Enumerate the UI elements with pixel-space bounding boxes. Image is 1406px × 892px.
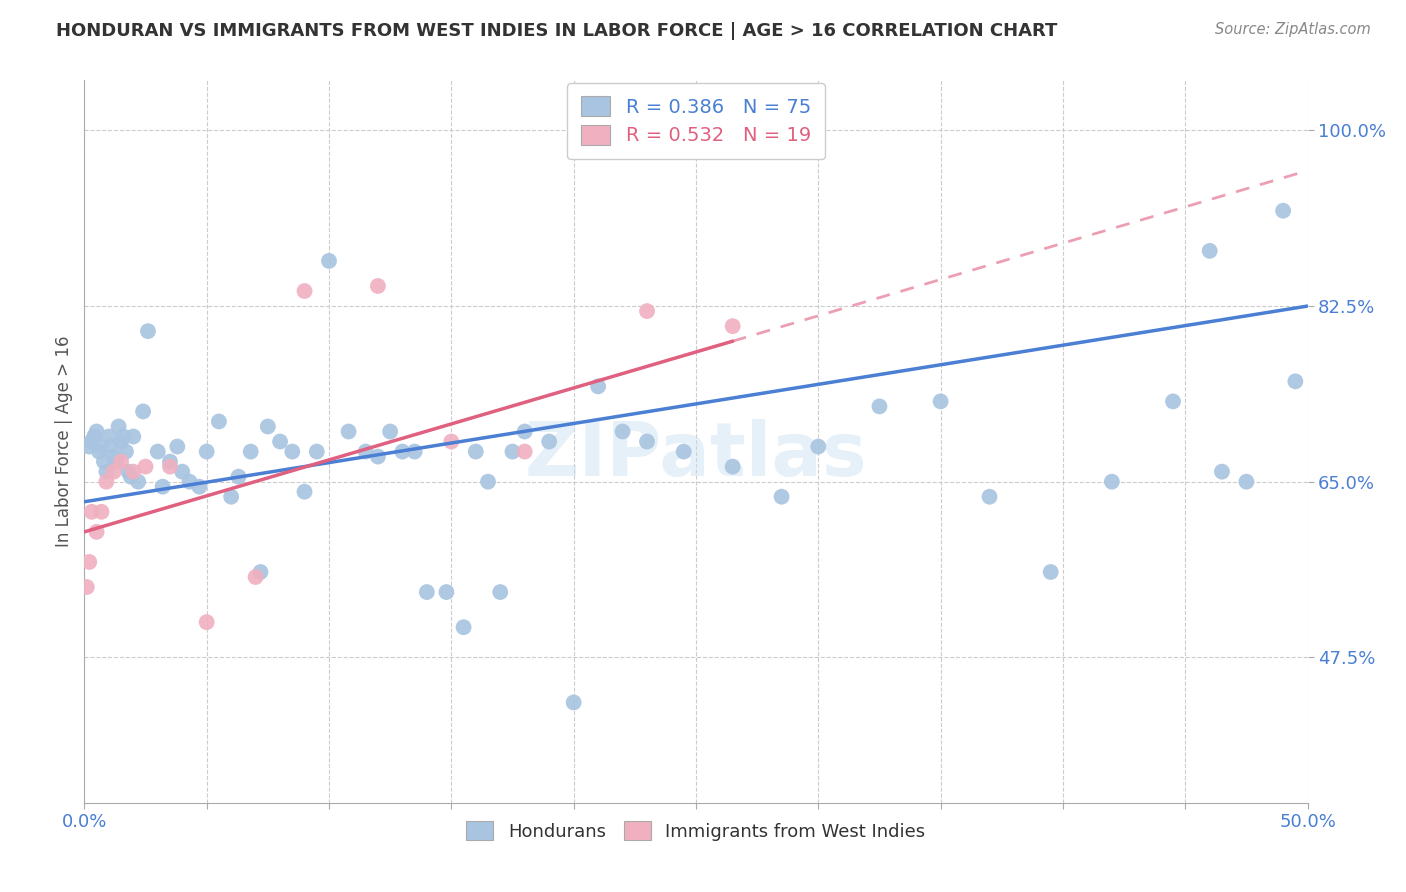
Point [112,429,135,443]
Point [96,475,118,489]
Point [367,450,389,464]
Point [404,444,426,458]
Legend: Hondurans, Immigrants from West Indies: Hondurans, Immigrants from West Indies [460,814,932,848]
Point [453,620,475,634]
Point [97,429,120,443]
Point [80,434,103,449]
Point [115,444,138,458]
Y-axis label: In Labor Force | Age > 16: In Labor Force | Age > 16 [55,335,73,548]
Point [354,444,377,458]
Point [672,444,695,458]
Point [1039,565,1062,579]
Point [979,490,1001,504]
Point [166,440,188,454]
Point [136,324,159,338]
Point [96,465,118,479]
Point [1272,203,1295,218]
Point [1284,374,1306,388]
Point [239,444,262,458]
Point [257,419,280,434]
Point [294,284,316,298]
Point [107,419,129,434]
Point [807,440,830,454]
Point [249,565,271,579]
Point [245,570,267,584]
Point [105,454,128,468]
Point [152,480,174,494]
Point [135,459,157,474]
Point [464,444,486,458]
Point [146,444,169,458]
Point [120,469,142,483]
Point [77,440,100,454]
Point [929,394,952,409]
Point [269,434,291,449]
Point [562,696,585,710]
Point [195,615,218,630]
Point [305,444,328,458]
Point [93,454,115,468]
Point [869,400,891,414]
Point [117,465,139,479]
Point [1198,244,1220,258]
Point [636,304,658,318]
Point [281,444,304,458]
Point [87,444,110,458]
Point [318,253,340,268]
Point [636,434,658,449]
Point [770,490,793,504]
Point [103,465,125,479]
Point [86,425,108,439]
Point [86,524,108,539]
Point [513,425,536,439]
Text: Source: ZipAtlas.com: Source: ZipAtlas.com [1215,22,1371,37]
Point [159,459,181,474]
Point [83,429,105,443]
Point [100,440,122,454]
Point [110,434,132,449]
Point [367,279,389,293]
Point [513,444,536,458]
Point [721,319,744,334]
Point [122,465,145,479]
Point [337,425,360,439]
Point [127,475,149,489]
Point [122,429,145,443]
Point [77,555,100,569]
Point [586,379,609,393]
Point [179,475,201,489]
Point [1211,465,1233,479]
Point [436,585,458,599]
Point [103,450,125,464]
Point [110,454,132,468]
Point [440,434,463,449]
Point [721,459,744,474]
Point [391,444,413,458]
Point [380,425,402,439]
Point [159,454,181,468]
Text: HONDURAN VS IMMIGRANTS FROM WEST INDIES IN LABOR FORCE | AGE > 16 CORRELATION CH: HONDURAN VS IMMIGRANTS FROM WEST INDIES … [56,22,1057,40]
Point [219,490,242,504]
Point [90,505,112,519]
Point [172,465,194,479]
Point [612,425,634,439]
Point [294,484,316,499]
Point [538,434,561,449]
Point [195,444,218,458]
Point [228,469,250,483]
Point [477,475,499,489]
Point [1236,475,1258,489]
Point [76,580,98,594]
Point [208,414,231,429]
Point [132,404,155,418]
Text: ZIPatlas: ZIPatlas [524,419,868,492]
Point [416,585,439,599]
Point [1101,475,1123,489]
Point [502,444,524,458]
Point [80,505,103,519]
Point [188,480,211,494]
Point [90,440,112,454]
Point [489,585,512,599]
Point [1161,394,1184,409]
